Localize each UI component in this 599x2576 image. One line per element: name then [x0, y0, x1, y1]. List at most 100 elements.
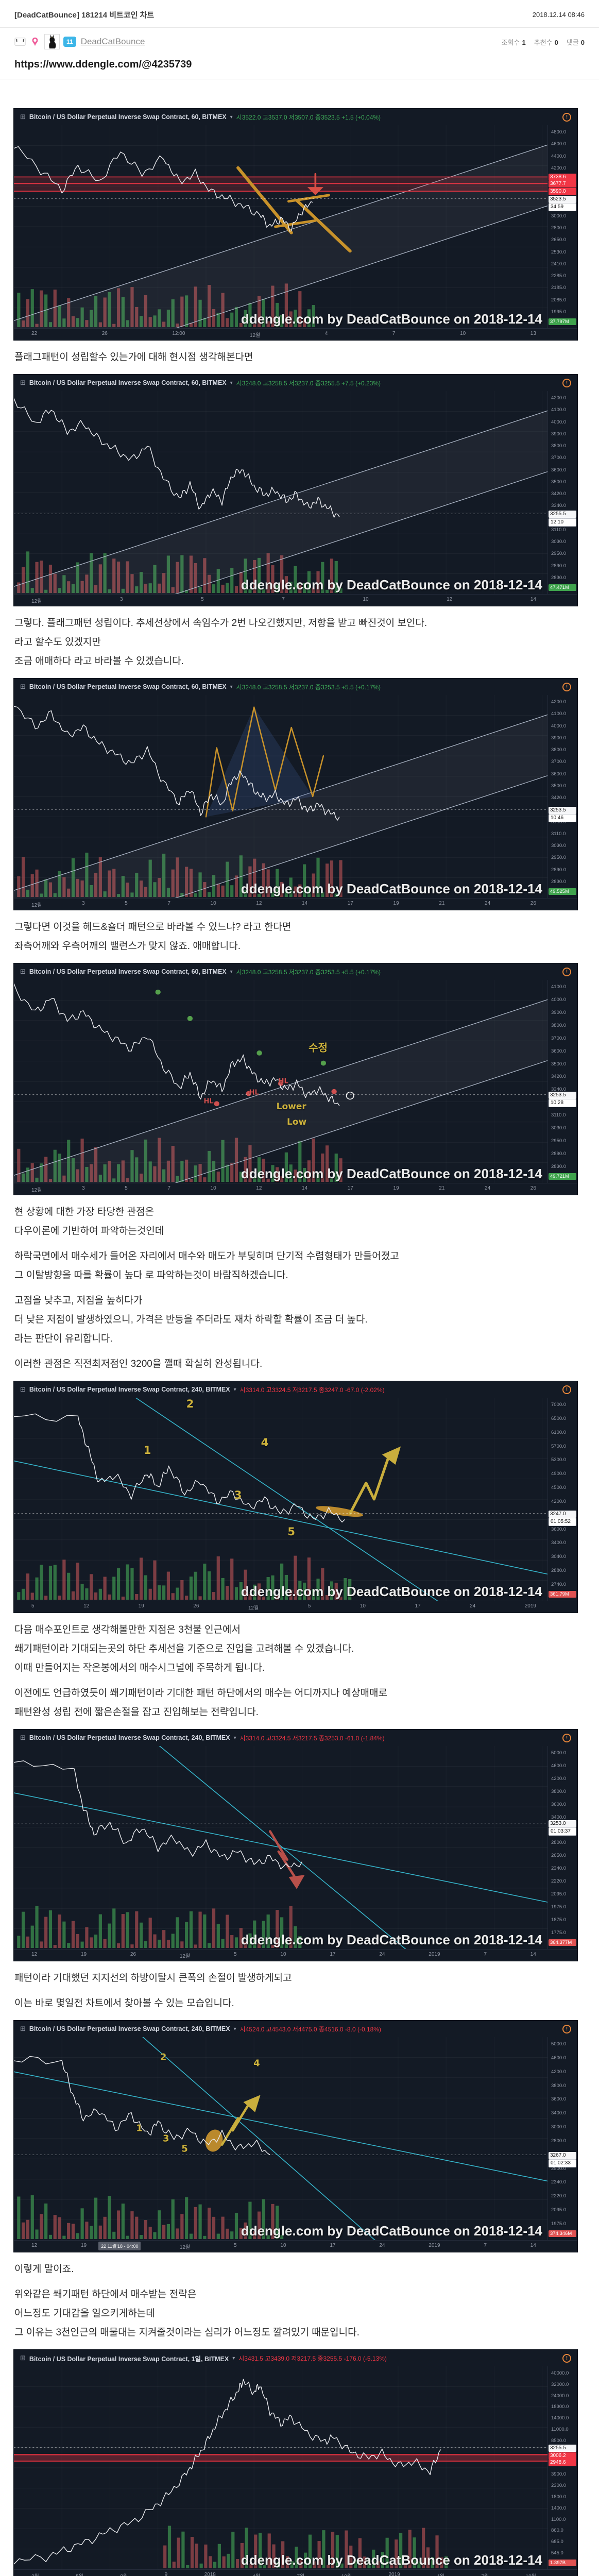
chart-ohlc: 시3248.0 고3258.5 저3237.0 종3253.5 +5.5 (+0… — [236, 968, 381, 976]
post-paragraph: 위와같은 쐐기패턴 하단에서 매수받는 전략은 어느정도 기대감을 일으키게하는데… — [14, 2285, 585, 2342]
post-header: [DeadCatBounce] 181214 비트코인 차트 2018.12.1… — [0, 0, 599, 79]
stat-views: 조회수 1 — [501, 38, 526, 46]
chart-image: ⊞ Bitcoin / US Dollar Perpetual Inverse … — [13, 1729, 578, 1961]
post-url-link[interactable]: https://www.ddengle.com/@4235739 — [14, 59, 192, 70]
price-tag: 01:03:37 — [549, 1827, 576, 1836]
volume-tag: 47.471M — [549, 584, 576, 591]
chart-header: ⊞ Bitcoin / US Dollar Perpetual Inverse … — [14, 679, 577, 695]
chart-symbol: Bitcoin / US Dollar Perpetual Inverse Sw… — [29, 1386, 230, 1393]
chevron-down-icon: ▾ — [233, 1735, 236, 1741]
price-tag: 3255.5 — [549, 2444, 576, 2452]
alert-clock-icon: ! — [562, 2024, 571, 2033]
avatar — [44, 34, 60, 49]
chevron-down-icon: ▾ — [233, 2026, 236, 2032]
post-date: 2018.12.14 08:46 — [532, 11, 585, 19]
chart-ohlc: 시3431.5 고3439.0 저3217.5 종3255.5 -176.0 (… — [238, 2354, 387, 2362]
chart-header: ⊞ Bitcoin / US Dollar Perpetual Inverse … — [14, 109, 577, 125]
paragraph-line: 이전에도 언급하였듯이 쐐기패턴이라 기대한 패턴 하단에서의 매수는 어디까지… — [14, 1688, 387, 1699]
page-title: [DeadCatBounce] 181214 비트코인 차트 — [14, 11, 155, 20]
price-tag: 3253.5 — [549, 806, 576, 814]
paragraph-line: 그렇다. 플래그패턴 성립이다. 추세선상에서 속임수가 2번 나오긴했지만, … — [14, 618, 427, 629]
chevron-down-icon: ▾ — [230, 969, 233, 975]
volume-tag: 361.79M — [549, 1591, 576, 1598]
post-paragraph: 이렇게 말이죠. — [14, 2260, 585, 2279]
alert-clock-icon: ! — [562, 378, 571, 387]
chart-header: ⊞ Bitcoin / US Dollar Perpetual Inverse … — [14, 2021, 577, 2037]
chart-price-axis: 4200.0 4100.0 4000.0 3900.0 3800.0 3700.0 3600… — [547, 391, 577, 594]
ribbon-icon — [29, 36, 41, 47]
paragraph-line: 조금 애매하다 라고 바라볼 수 있겠습니다. — [14, 656, 184, 667]
chart-watermark: ddengle.com by DeadCatBounce on 2018-12-… — [241, 577, 542, 592]
post-paragraph: 그렇다. 플래그패턴 성립이다. 추세선상에서 속임수가 2번 나오긴했지만, … — [14, 614, 585, 671]
chart-watermark: ddengle.com by DeadCatBounce on 2018-12-… — [241, 1584, 542, 1599]
price-tag: 10:28 — [549, 1099, 576, 1108]
chart-watermark: ddengle.com by DeadCatBounce on 2018-12-… — [241, 881, 542, 896]
price-tag: 3006.2 — [549, 2452, 576, 2460]
paragraph-line: 이는 바로 몇일전 차트에서 찾아볼 수 있는 모습입니다. — [14, 1998, 234, 2009]
chart-image: ⊞ Bitcoin / US Dollar Perpetual Inverse … — [13, 2349, 578, 2576]
paragraph-line: 라는 판단이 유리합니다. — [14, 1333, 113, 1344]
price-tag: 3677.7 — [549, 180, 576, 188]
chart-price-axis: 40000.0 32000.0 24000.0 18300.0 14000.0 11000… — [547, 2366, 577, 2569]
paragraph-line: 이렇게 말이죠. — [14, 2264, 74, 2275]
post-paragraph: 다음 매수포인트로 생각해볼만한 지점은 3천불 인근에서 쐐기패턴이라 기대되는… — [14, 1620, 585, 1677]
chart-time-axis: 5 12 19 26 12월 5 10 17 24 2019 — [14, 1601, 577, 1613]
chart-price-axis: 7000.0 6500.0 6100.0 5700.0 5300.0 4900.0 4500… — [547, 1398, 577, 1601]
paragraph-line: 다음 매수포인트로 생각해볼만한 지점은 3천불 인근에서 — [14, 1624, 241, 1635]
chart-time-axis: 12월 3 5 7 10 12 14 17 19 21 24 26 — [14, 898, 577, 910]
chevron-down-icon: ▾ — [230, 114, 233, 120]
paragraph-line: 하락국면에서 매수세가 들어온 자리에서 매수와 매도가 부딪히며 단기적 수렴… — [14, 1251, 399, 1262]
chart-ohlc: 시3314.0 고3324.5 저3217.5 종3253.0 -61.0 (-… — [239, 1734, 385, 1742]
chart-ohlc: 시3522.0 고3537.0 저3507.0 종3523.5 +1.5 (+0… — [236, 113, 381, 121]
alert-clock-icon: ! — [562, 2353, 571, 2363]
paragraph-line: 패턴이라 기대했던 지지선의 하방이탈시 큰폭의 손절이 발생하게되고 — [14, 1973, 292, 1984]
price-tag: 12:10 — [549, 518, 576, 527]
paragraph-line: 위와같은 쐐기패턴 하단에서 매수받는 전략은 — [14, 2289, 197, 2300]
korea-flag-icon — [14, 36, 26, 47]
level-badge: 11 — [63, 37, 76, 47]
price-tag: 3253.5 — [549, 1091, 576, 1099]
post-paragraph: 고점을 낮추고, 저점을 높히다가 더 낮은 저점이 발생하였으니, 가격은 반등… — [14, 1291, 585, 1348]
post-body: ⊞ Bitcoin / US Dollar Perpetual Inverse … — [0, 79, 599, 2576]
post-paragraph: 패턴이라 기대했던 지지선의 하방이탈시 큰폭의 손절이 발생하게되고 — [14, 1969, 585, 1988]
chart-symbol: Bitcoin / US Dollar Perpetual Inverse Sw… — [29, 683, 227, 690]
chart-image: ⊞ Bitcoin / US Dollar Perpetual Inverse … — [13, 374, 578, 606]
alert-clock-icon: ! — [562, 112, 571, 122]
chart-image: ⊞ Bitcoin / US Dollar Perpetual Inverse … — [13, 678, 578, 910]
chart-price-axis: 4200.0 4100.0 4000.0 3900.0 3800.0 3700.0 3600… — [547, 695, 577, 898]
chart-watermark: ddengle.com by DeadCatBounce on 2018-12-… — [241, 1166, 542, 1181]
price-tag: 3523.5 — [549, 195, 576, 203]
layout-grid-icon: ⊞ — [20, 1734, 26, 1741]
chart-symbol: Bitcoin / US Dollar Perpetual Inverse Sw… — [29, 968, 227, 975]
chart-image: ⊞ Bitcoin / US Dollar Perpetual Inverse … — [13, 963, 578, 1195]
price-tag: 01:05:52 — [549, 1518, 576, 1527]
chart-image: ⊞ Bitcoin / US Dollar Perpetual Inverse … — [13, 2020, 578, 2252]
paragraph-line: 현 상황에 대한 가장 타당한 관점은 — [14, 1207, 155, 1217]
post-paragraph: 플래그패턴이 성립할수 있는가에 대해 현시점 생각해본다면 — [14, 348, 585, 367]
price-tag: 01:02:33 — [549, 2159, 576, 2168]
author-name-link[interactable]: DeadCatBounce — [80, 37, 145, 46]
chevron-down-icon: ▾ — [233, 1386, 236, 1393]
price-tag: 3590.0 — [549, 188, 576, 196]
chart-header: ⊞ Bitcoin / US Dollar Perpetual Inverse … — [14, 1381, 577, 1398]
chart-time-axis: 12월 3 5 7 10 12 14 — [14, 594, 577, 606]
chart-header: ⊞ Bitcoin / US Dollar Perpetual Inverse … — [14, 1730, 577, 1746]
chart-time-axis: 2월5월8월920184월7월10월20194월7월10월 — [14, 2569, 577, 2576]
chart-price-axis: 5000.04600.04200.03800.03600.03400.03000… — [547, 1746, 577, 1949]
volume-tag: 49.525M — [549, 888, 576, 895]
volume-tag: 37.797M — [549, 318, 576, 325]
post-paragraph: 이는 바로 몇일전 차트에서 찾아볼 수 있는 모습입니다. — [14, 1994, 585, 2013]
axis-tooltip: 22 11월'18 - 04:00 — [98, 2242, 141, 2250]
price-tag: 10:46 — [549, 814, 576, 823]
chart-ohlc: 시4524.0 고4543.0 저4475.0 종4516.0 -8.0 (-0… — [239, 2025, 381, 2033]
layout-grid-icon: ⊞ — [20, 2354, 26, 2362]
layout-grid-icon: ⊞ — [20, 683, 26, 690]
price-tag: 3267.0 — [549, 2151, 576, 2159]
chart-symbol: Bitcoin / US Dollar Perpetual Inverse Sw… — [29, 379, 227, 386]
alert-clock-icon: ! — [562, 967, 571, 976]
chart-ohlc: 시3314.0 고3324.5 저3217.5 종3247.0 -67.0 (-… — [239, 1386, 385, 1394]
chart-time-axis: 22 26 12:00 12월 4 7 10 13 — [14, 328, 577, 340]
chart-time-axis: 12월 3 5 7 10 12 14 17 19 21 24 26 — [14, 1183, 577, 1195]
chart-image: ⊞ Bitcoin / US Dollar Perpetual Inverse … — [13, 108, 578, 341]
